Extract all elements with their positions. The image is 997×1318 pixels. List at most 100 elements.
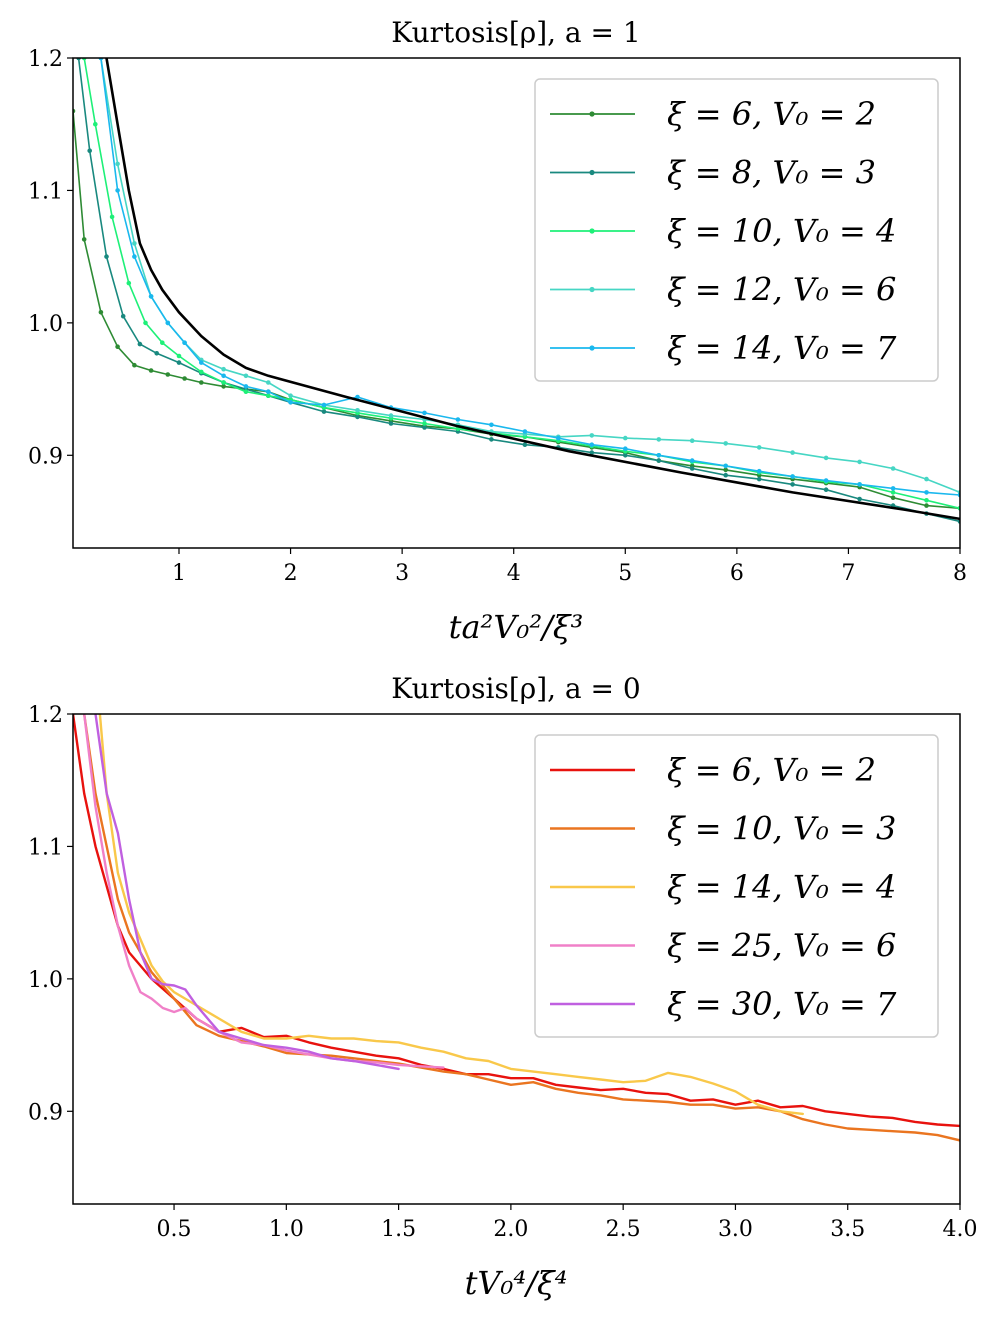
chart-bottom-legend-label-3: ξ = 25, V₀ = 6 xyxy=(667,927,896,965)
chart-top-series-3-point xyxy=(790,450,795,455)
chart-top-series-4-point xyxy=(656,453,662,458)
chart-top-series-0-point xyxy=(81,237,87,242)
chart-top-series-0-point xyxy=(165,372,171,377)
chart-top-series-4-point xyxy=(115,188,120,193)
chart-top-series-1-point xyxy=(137,341,143,347)
chart-top-series-4-point xyxy=(148,294,154,299)
chart-top-series-1-point xyxy=(176,360,182,365)
chart-top: Kurtosis[ρ], a = 1 1 2 3 4 5 6 7 8 0.9 1.0 1.1 1.2… xyxy=(28,16,967,646)
chart-top-series-0-point xyxy=(723,467,728,473)
chart-top-yticks: 0.9 1.0 1.1 1.2 xyxy=(28,47,73,469)
chart-top-series-1-line xyxy=(77,58,960,523)
chart-top-legend-entries: ξ = 6, V₀ = 2 ξ = 8, V₀ = 3 ξ = 10, V₀ = 4… xyxy=(550,95,897,367)
chart-bottom-yticks: 0.9 1.0 1.1 1.2 xyxy=(28,703,73,1125)
chart-top-series-4-point xyxy=(243,384,249,389)
chart-bottom-legend-label-1: ξ = 10, V₀ = 3 xyxy=(667,810,896,848)
chart-top-series-3-point xyxy=(221,366,226,372)
chart-top-series-1-point xyxy=(656,458,662,463)
chart-top-series-4-point xyxy=(556,435,561,441)
chart-top-axes-frame xyxy=(72,57,961,549)
chart-bottom-xtick-label: 2.5 xyxy=(606,1217,641,1242)
chart-top-series-1-point xyxy=(489,437,494,442)
chart-top-legend: ξ = 6, V₀ = 2 ξ = 8, V₀ = 3 ξ = 10, V₀ = 4… xyxy=(534,78,939,382)
chart-top-series-1-point xyxy=(87,148,92,153)
chart-top-series-2-point xyxy=(243,389,249,395)
chart-top-series-3-point xyxy=(890,466,896,471)
chart-top-series-1-point xyxy=(823,487,829,493)
chart-bottom-ytick-label: 1.1 xyxy=(28,835,63,860)
chart-top-xtick-label: 5 xyxy=(618,561,632,586)
chart-bottom-xtick-label: 4.0 xyxy=(943,1217,978,1242)
chart-top-series-3-point xyxy=(132,241,137,246)
chart-bottom-axes-frame xyxy=(72,713,961,1205)
chart-top-xtick-label: 2 xyxy=(284,561,298,586)
chart-bottom-series-group xyxy=(73,714,960,1142)
chart-bottom-series-0-line xyxy=(73,714,960,1128)
chart-top-series-4-point xyxy=(288,400,293,405)
chart-top-series-4-point xyxy=(321,402,327,408)
chart-top-series-0-point xyxy=(132,362,137,368)
chart-top-xtick-label: 1 xyxy=(172,561,186,586)
chart-top-series-3-point xyxy=(924,476,929,482)
chart-top-series-2-point xyxy=(126,280,132,286)
chart-top-series-3-point xyxy=(656,437,662,442)
chart-top-series-4-point xyxy=(756,468,762,474)
chart-top-series-4-point xyxy=(890,486,896,491)
chart-top-series-0-point xyxy=(890,495,896,501)
chart-bottom-ytick-label: 0.9 xyxy=(28,1100,63,1125)
chart-top-series-3-point xyxy=(756,445,762,450)
chart-bottom-ytick-label: 1.2 xyxy=(28,703,63,728)
chart-bottom-xtick-label: 0.5 xyxy=(157,1217,192,1242)
chart-bottom-series-2-line xyxy=(98,714,804,1116)
chart-bottom-ytick-label: 1.0 xyxy=(28,968,63,993)
chart-top-xlabel: ta²V₀²/ξ³ xyxy=(449,608,584,646)
chart-top-xtick-label: 3 xyxy=(395,561,409,586)
chart-top-series-1-point xyxy=(321,409,327,414)
chart-top-legend-label-1: ξ = 8, V₀ = 3 xyxy=(667,154,876,192)
chart-top-series-2-point xyxy=(93,121,98,127)
chart-bottom-legend-frame xyxy=(534,734,939,1038)
chart-top-series-3-point xyxy=(288,393,293,399)
chart-top-series-2-point xyxy=(890,490,896,495)
chart-top-series-3-point xyxy=(355,408,360,413)
chart-top-series-4-point xyxy=(924,490,929,495)
chart-bottom-xtick-label: 1.0 xyxy=(269,1217,304,1242)
chart-top-series-0-point xyxy=(98,310,104,315)
chart-top-series-1-point xyxy=(723,472,728,478)
chart-top-series-4-point xyxy=(823,478,829,483)
chart-top-series-4-point xyxy=(790,474,795,479)
chart-bottom-title: Kurtosis[ρ], a = 0 xyxy=(391,672,640,705)
chart-bottom-xtick-label: 3.0 xyxy=(718,1217,753,1242)
chart-top-series-4-point xyxy=(522,429,528,434)
chart-top-series-2-point xyxy=(221,380,226,385)
chart-top-ytick-label: 1.1 xyxy=(28,179,63,204)
chart-top-series-3-point xyxy=(723,441,728,446)
chart-top-series-3-point xyxy=(243,373,249,379)
chart-top-series-0-point xyxy=(924,503,929,508)
chart-bottom-legend-label-2: ξ = 14, V₀ = 4 xyxy=(667,868,896,906)
chart-top-series-4-point xyxy=(165,320,171,326)
chart-top-series-1-point xyxy=(104,254,109,259)
chart-top-series-4-point xyxy=(689,458,695,463)
chart-top-series-1-point xyxy=(756,476,762,482)
chart-bottom-legend: ξ = 6, V₀ = 2 ξ = 10, V₀ = 3 ξ = 14, V₀ = … xyxy=(534,734,939,1038)
chart-top-legend-marker-2 xyxy=(589,228,595,234)
chart-top-series-3-point xyxy=(857,459,862,465)
chart-top-series-group xyxy=(73,58,960,524)
chart-top-series-3-point xyxy=(388,413,394,418)
chart-top-series-2-point xyxy=(160,340,165,346)
chart-top-series-3-point xyxy=(689,438,695,444)
chart-top-xtick-label: 8 xyxy=(953,561,967,586)
chart-top-series-1-point xyxy=(120,313,126,319)
chart-top-series-4-point xyxy=(355,394,360,400)
chart-top-series-4-point xyxy=(589,442,595,448)
chart-top-series-1-point xyxy=(689,466,695,471)
chart-top-legend-marker-4 xyxy=(589,345,595,351)
chart-top-series-1-point xyxy=(790,482,795,487)
chart-bottom: Kurtosis[ρ], a = 0 0.5 1.0 1.5 2.0 2.5 3.0 3.5… xyxy=(28,672,978,1302)
chart-top-series-3-point xyxy=(115,161,120,167)
chart-top-series-4-point xyxy=(422,410,427,416)
chart-top-series-2-point xyxy=(143,320,148,326)
chart-bottom-xtick-label: 1.5 xyxy=(381,1217,416,1242)
